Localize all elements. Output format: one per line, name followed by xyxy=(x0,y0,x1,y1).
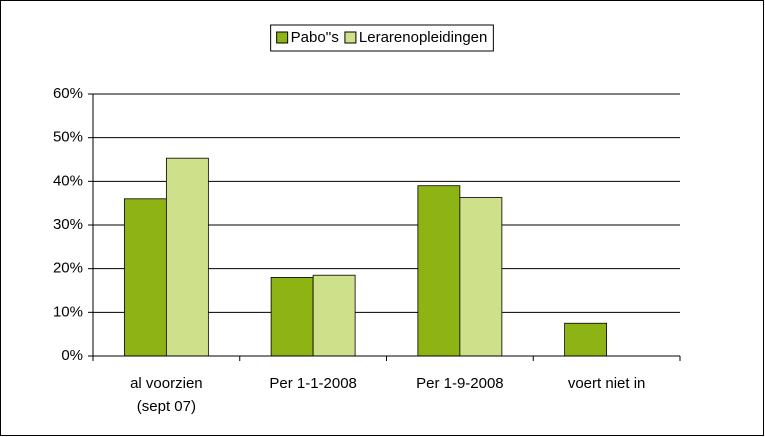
bar xyxy=(270,276,314,357)
x-tick-label: Per 1-9-2008 xyxy=(416,375,504,392)
bar xyxy=(564,322,608,357)
x-tick-label: Per 1-1-2008 xyxy=(269,375,357,392)
y-tick-label: 20% xyxy=(53,260,83,277)
legend-swatch xyxy=(344,31,357,44)
y-tick-label: 0% xyxy=(61,347,83,364)
y-tick-label: 40% xyxy=(53,172,83,189)
bar xyxy=(417,185,461,357)
legend: Pabo''s Lerarenopleidingen xyxy=(270,24,494,52)
x-tick-label: al voorzien (sept 07) xyxy=(130,375,203,415)
y-tick-label: 30% xyxy=(53,216,83,233)
legend-label: Pabo''s xyxy=(291,29,339,46)
y-tick-label: 60% xyxy=(53,85,83,102)
bar xyxy=(312,274,356,357)
bar xyxy=(123,198,167,357)
legend-label: Lerarenopleidingen xyxy=(359,29,487,46)
y-tick-label: 10% xyxy=(53,303,83,320)
legend-box xyxy=(270,24,494,52)
legend-swatch xyxy=(276,31,289,44)
bar xyxy=(459,197,503,357)
bar xyxy=(165,157,209,357)
y-tick-label: 50% xyxy=(53,129,83,146)
x-tick-label: voert niet in xyxy=(568,375,646,392)
